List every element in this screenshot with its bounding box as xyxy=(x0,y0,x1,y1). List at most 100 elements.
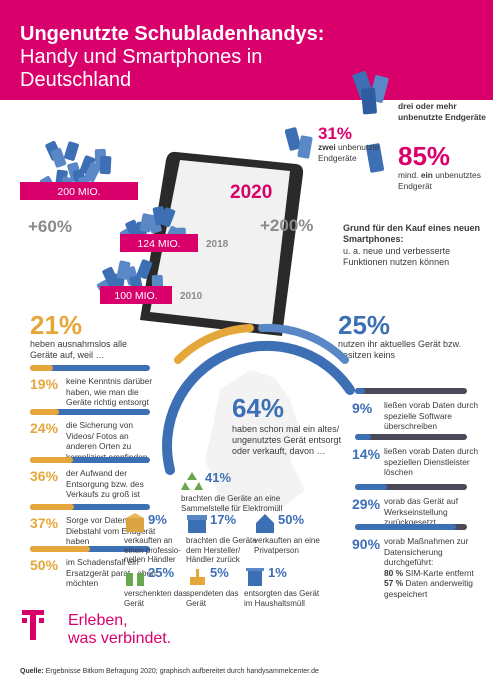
phones-chart: 100 MIO. 2010 124 MIO. 2018 200 MIO. 2020 +60% xyxy=(20,140,272,304)
deletion-main-text: ließen vorab Daten durch spezielle Softw… xyxy=(384,400,479,431)
deletion-extra: 57 % Daten anderweitig gespeichert xyxy=(384,578,482,599)
keep-reason-row: 24% die Sicherung von Videos/ Fotos an an… xyxy=(30,420,160,462)
keep-bar-fill xyxy=(30,546,90,552)
slogan-line-1: Erleben, xyxy=(68,612,128,629)
source-label: Quelle: xyxy=(20,668,44,675)
header-band xyxy=(0,0,493,100)
stat-51-value: 51% xyxy=(398,71,451,101)
disposal-pct: 9% xyxy=(148,512,167,527)
category-label-2020: 2020 xyxy=(230,182,272,203)
stat-85-bold: ein xyxy=(420,170,433,180)
page-title: Ungenutzte Schubladenhandys: Handy und S… xyxy=(20,22,350,92)
disposal-pct: 17% xyxy=(210,512,237,527)
keep-bar xyxy=(30,504,150,510)
deletion-text: ließen vorab Daten durch spezielle Softw… xyxy=(384,400,482,432)
deletion-bar-fill xyxy=(355,524,456,530)
disposal-pct: 25% xyxy=(148,565,175,580)
disposal-text: brachten die Geräte dem Hersteller/ Händ… xyxy=(186,536,257,564)
keep-reason-text: der Aufwand der Entsorgung bzw. des Verk… xyxy=(66,468,144,499)
single-phone-icon xyxy=(365,143,385,173)
keep-reason-pct: 37% xyxy=(30,515,59,531)
deletion-extra-pct: 80 % xyxy=(384,567,404,578)
disposal-pct: 1% xyxy=(268,565,287,580)
deletion-bar-fill xyxy=(355,484,388,490)
deletion-main-text: vorab Maßnahmen zur Datensicherung durch… xyxy=(384,536,469,567)
disposal-pct: 5% xyxy=(210,565,229,580)
keep-bar xyxy=(30,546,150,552)
deletion-bar-fill xyxy=(355,388,366,394)
slogan: Erleben, was verbindet. xyxy=(68,612,171,648)
keep-bar xyxy=(30,409,150,415)
value-ribbon-2020 xyxy=(20,182,138,200)
deletion-main-text: vorab das Gerät auf Werkseinstellung zur… xyxy=(384,496,459,527)
right-block-value: 25% xyxy=(338,310,391,340)
growth-label-200: +200% xyxy=(260,216,314,235)
keep-reason-pct: 19% xyxy=(30,376,59,392)
stat-85-label: mind. ein unbenutztes Endgerät xyxy=(398,170,488,191)
disposal-pct: 41% xyxy=(205,470,232,485)
keep-reason-row: 36% der Aufwand der Entsorgung bzw. des V… xyxy=(30,468,160,500)
title-line-3: Deutschland xyxy=(20,69,132,91)
slogan-line-2: was verbindet. xyxy=(68,630,172,647)
keep-reason-pct: 50% xyxy=(30,557,59,573)
deletion-row: 29% vorab das Gerät auf Werkseinstellung … xyxy=(352,496,482,528)
keep-bar-fill xyxy=(30,409,59,415)
keep-reason-row: 37% Sorge vor Daten-Diebstahl vom Endgerä… xyxy=(30,515,160,547)
value-label-2020: 200 MIO. xyxy=(57,186,100,198)
house-icon xyxy=(256,514,274,533)
value-ribbon-2010 xyxy=(100,286,172,304)
telekom-logo xyxy=(22,610,44,640)
keep-reason-pct: 36% xyxy=(30,468,59,484)
keep-reason-text: im Schadensfall ein Ersatzgerät parat ha… xyxy=(66,557,156,588)
hand-icon xyxy=(190,569,205,585)
category-label-2010: 2010 xyxy=(180,291,203,302)
value-label-2018: 124 MIO. xyxy=(137,238,180,250)
gift-icon xyxy=(126,569,144,586)
stat-31-value: 31% xyxy=(318,124,353,143)
deletion-text: vorab Maßnahmen zur Datensicherung durch… xyxy=(384,536,482,599)
box-icon xyxy=(126,513,144,532)
center-block-value: 64% xyxy=(232,393,285,423)
left-block-text: heben ausnahmslos alle Geräte auf, weil … xyxy=(30,339,128,360)
stat-85-text: unbenutztes Endgerät xyxy=(398,170,481,191)
keep-bar xyxy=(30,365,150,371)
shop-icon xyxy=(187,515,207,533)
deletion-extra-text: SIM-Karte entfernt xyxy=(403,567,474,578)
left-block-value: 21% xyxy=(30,310,83,340)
keep-reason-text: keine Kenntnis darüber haben, wie man di… xyxy=(66,376,153,407)
stat-85-value: 85% xyxy=(398,141,451,171)
keep-bar-fill xyxy=(30,457,74,463)
right-block-text: nutzen ihr aktuelles Gerät bzw. besitzen… xyxy=(338,339,462,360)
phone-pile-icon xyxy=(352,70,389,115)
disposal-text: entsorgten das Gerät im Haushaltsmüll xyxy=(244,589,320,608)
deletion-bar xyxy=(355,484,467,490)
stat-31-bold: zwei xyxy=(318,142,336,152)
deletion-bar-fill xyxy=(355,434,371,440)
stat-51-label: drei oder mehr unbenutzte Endgeräte xyxy=(398,101,486,122)
deletion-bar xyxy=(355,434,467,440)
deletion-row: 90% vorab Maßnahmen zur Datensicherung du… xyxy=(352,536,482,599)
source-text: Ergebnisse Bitkom Befragung 2020; graphi… xyxy=(45,668,319,675)
deletion-text: vorab das Gerät auf Werkseinstellung zur… xyxy=(384,496,482,528)
center-block-text: haben schon mal ein altes/ ungenutztes G… xyxy=(232,424,342,456)
reason-text: u. a. neue und verbesserte Funktionen nu… xyxy=(343,246,451,267)
value-ribbon-2018 xyxy=(120,234,198,252)
smartphone-illustration xyxy=(140,151,304,336)
disposal-text: brachten die Geräte an eine Sammelstelle… xyxy=(181,494,283,513)
title-line-2: Handy und Smartphones in xyxy=(20,46,263,68)
deletion-row: 9% ließen vorab Daten durch spezielle Sof… xyxy=(352,400,482,432)
deletion-extra-pct: 57 % xyxy=(384,578,404,588)
stat-31-label: zwei unbenutzte Endgeräte xyxy=(318,142,388,163)
disposal-text: spendeten das Gerät xyxy=(186,589,239,608)
disposal-text: verkauften an eine Privatperson xyxy=(254,536,320,555)
deletion-pct: 9% xyxy=(352,400,373,416)
deletion-pct: 14% xyxy=(352,446,381,462)
deletion-extra-text: Daten anderweitig gespeichert xyxy=(384,578,473,599)
stat-85-prefix: mind. xyxy=(398,170,419,180)
deletion-extra: 80 % SIM-Karte entfernt xyxy=(384,568,482,579)
deletion-text: ließen vorab Daten durch speziellen Dien… xyxy=(384,446,482,478)
two-phones-icon xyxy=(285,127,313,159)
category-label-2018: 2018 xyxy=(206,239,229,250)
title-line-1: Ungenutzte Schubladenhandys: xyxy=(20,23,325,45)
trash-icon xyxy=(246,568,264,586)
